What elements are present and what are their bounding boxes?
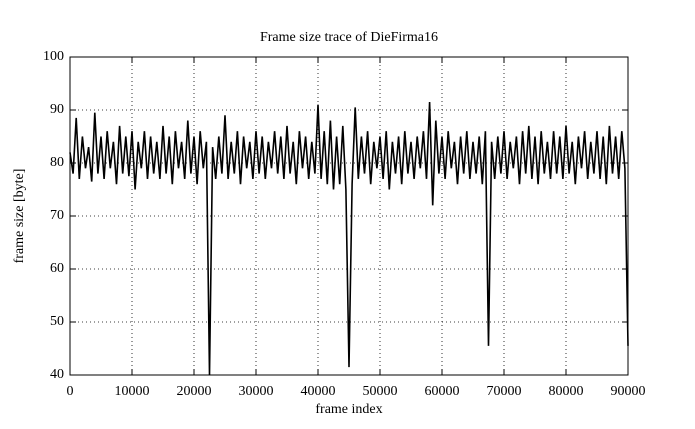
x-tick-label: 40000 — [301, 384, 336, 399]
x-tick-label: 20000 — [177, 384, 212, 399]
x-tick-label: 70000 — [487, 384, 522, 399]
x-tick-label: 60000 — [425, 384, 460, 399]
x-tick-label: 30000 — [239, 384, 274, 399]
y-tick-label: 100 — [43, 49, 64, 64]
y-tick-label: 90 — [50, 102, 64, 117]
x-tick-label: 10000 — [115, 384, 150, 399]
data-line — [69, 102, 629, 376]
y-tick-label: 80 — [50, 155, 64, 170]
y-tick-label: 50 — [50, 314, 64, 329]
y-tick-label: 60 — [50, 261, 64, 276]
y-tick-label: 40 — [50, 367, 64, 382]
x-tick-label: 0 — [67, 384, 74, 399]
y-axis-label: frame size [byte] — [12, 169, 27, 264]
chart-title: Frame size trace of DieFirma16 — [260, 30, 438, 45]
x-axis-label: frame index — [315, 402, 382, 417]
x-tick-label: 50000 — [363, 384, 398, 399]
x-tick-label: 90000 — [611, 384, 646, 399]
y-tick-label: 70 — [50, 208, 64, 223]
x-tick-label: 80000 — [549, 384, 584, 399]
